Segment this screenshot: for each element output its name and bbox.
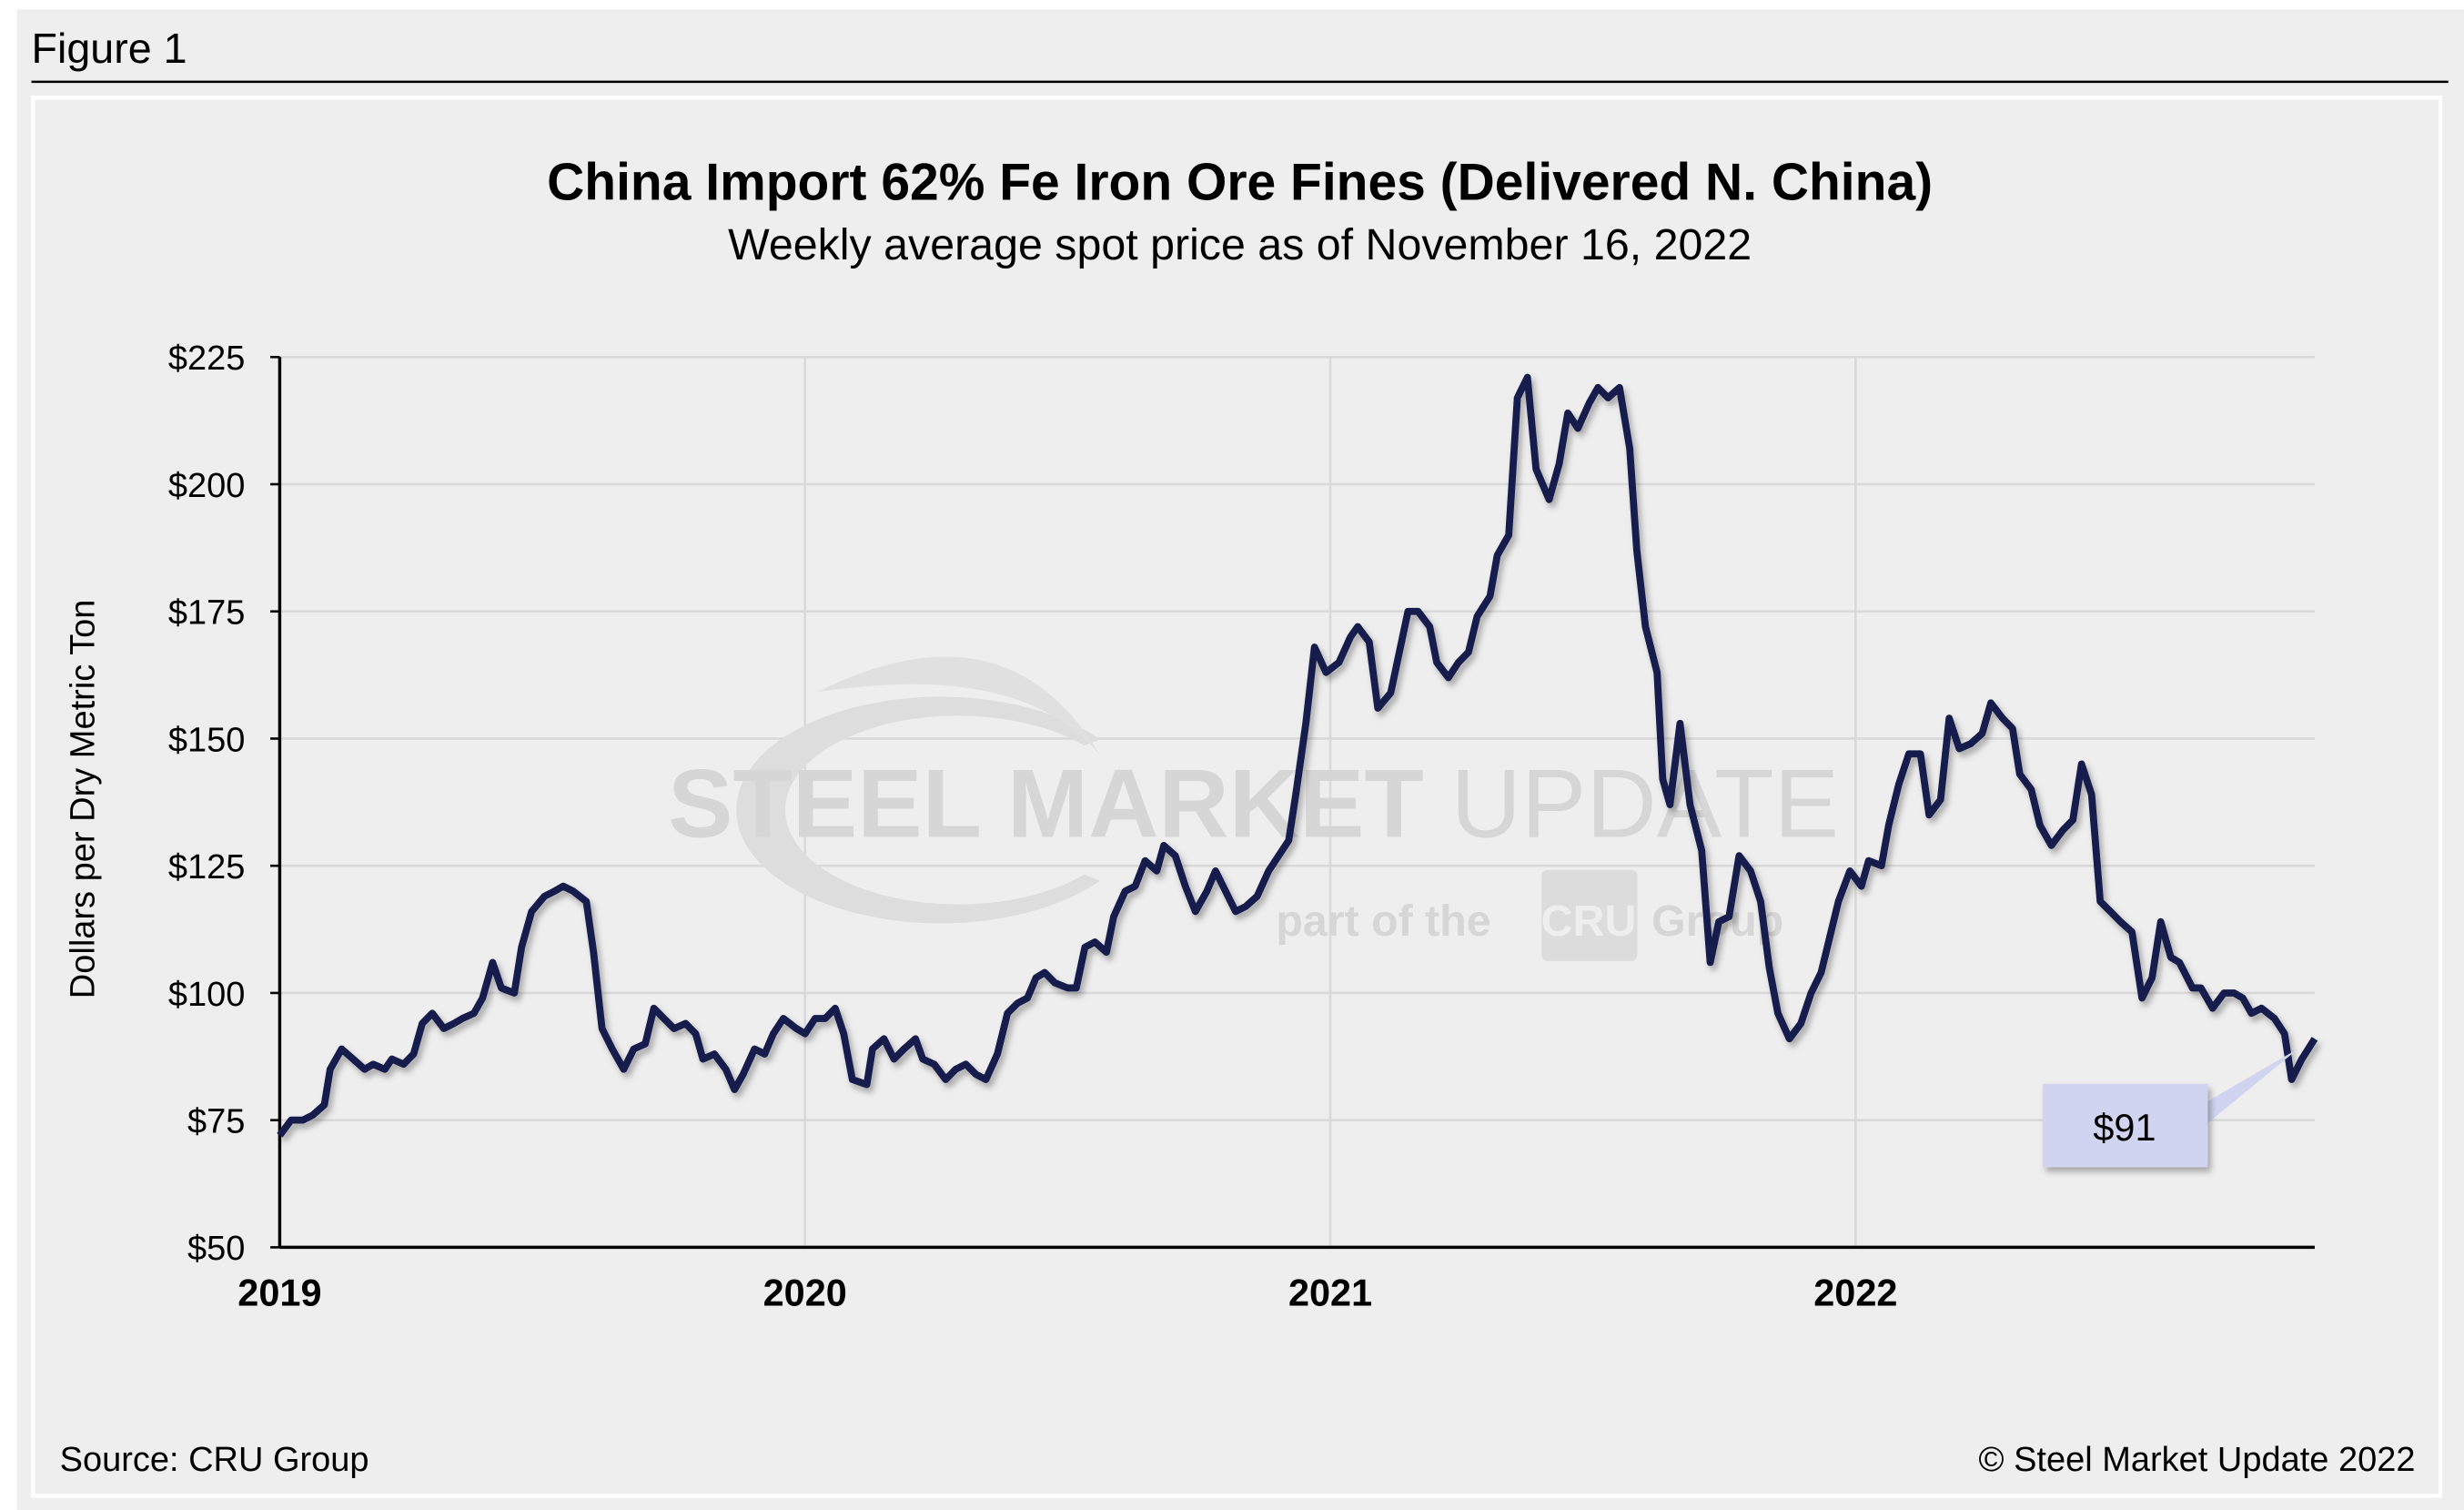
y-tick-label: $50 <box>187 1230 245 1268</box>
source-note: Source: CRU Group <box>60 1441 369 1479</box>
y-axis-label: Dollars per Dry Metric Ton <box>65 600 103 999</box>
x-tick-label: 2021 <box>1288 1271 1372 1313</box>
x-tick-label: 2019 <box>237 1271 321 1313</box>
y-tick-label: $175 <box>168 594 246 633</box>
callout-label: $91 <box>2093 1106 2156 1149</box>
x-tick-label: 2020 <box>763 1271 847 1313</box>
y-tick-label: $150 <box>168 721 246 759</box>
gridlines <box>279 355 2315 1248</box>
figure-label: Figure 1 <box>32 25 187 72</box>
chart-subtitle: Weekly average spot price as of November… <box>728 220 1752 269</box>
axes: $50 $75 $100 $125 $150 $175 $200 $225 2019 2020 20… <box>168 339 2315 1313</box>
chart-panel <box>31 95 2443 1498</box>
chart-title: China Import 62% Fe Iron Ore Fines (Deli… <box>547 153 1933 211</box>
y-tick-label: $200 <box>168 467 246 505</box>
svg-text:CRU: CRU <box>1541 897 1637 946</box>
y-tick-label: $75 <box>187 1102 245 1140</box>
copyright-note: © Steel Market Update 2022 <box>1979 1441 2416 1479</box>
cru-logo-box <box>1541 869 1638 961</box>
watermark-swoosh <box>817 656 1100 755</box>
y-tick-label: $125 <box>168 848 246 887</box>
y-tick-label: $225 <box>168 339 246 378</box>
callout-box <box>2043 1083 2208 1168</box>
series-line-group <box>277 373 2318 1138</box>
x-tick-label: 2022 <box>1813 1271 1897 1313</box>
svg-text:part of the: part of the <box>1276 897 1490 946</box>
y-tick-label: $100 <box>168 976 246 1014</box>
